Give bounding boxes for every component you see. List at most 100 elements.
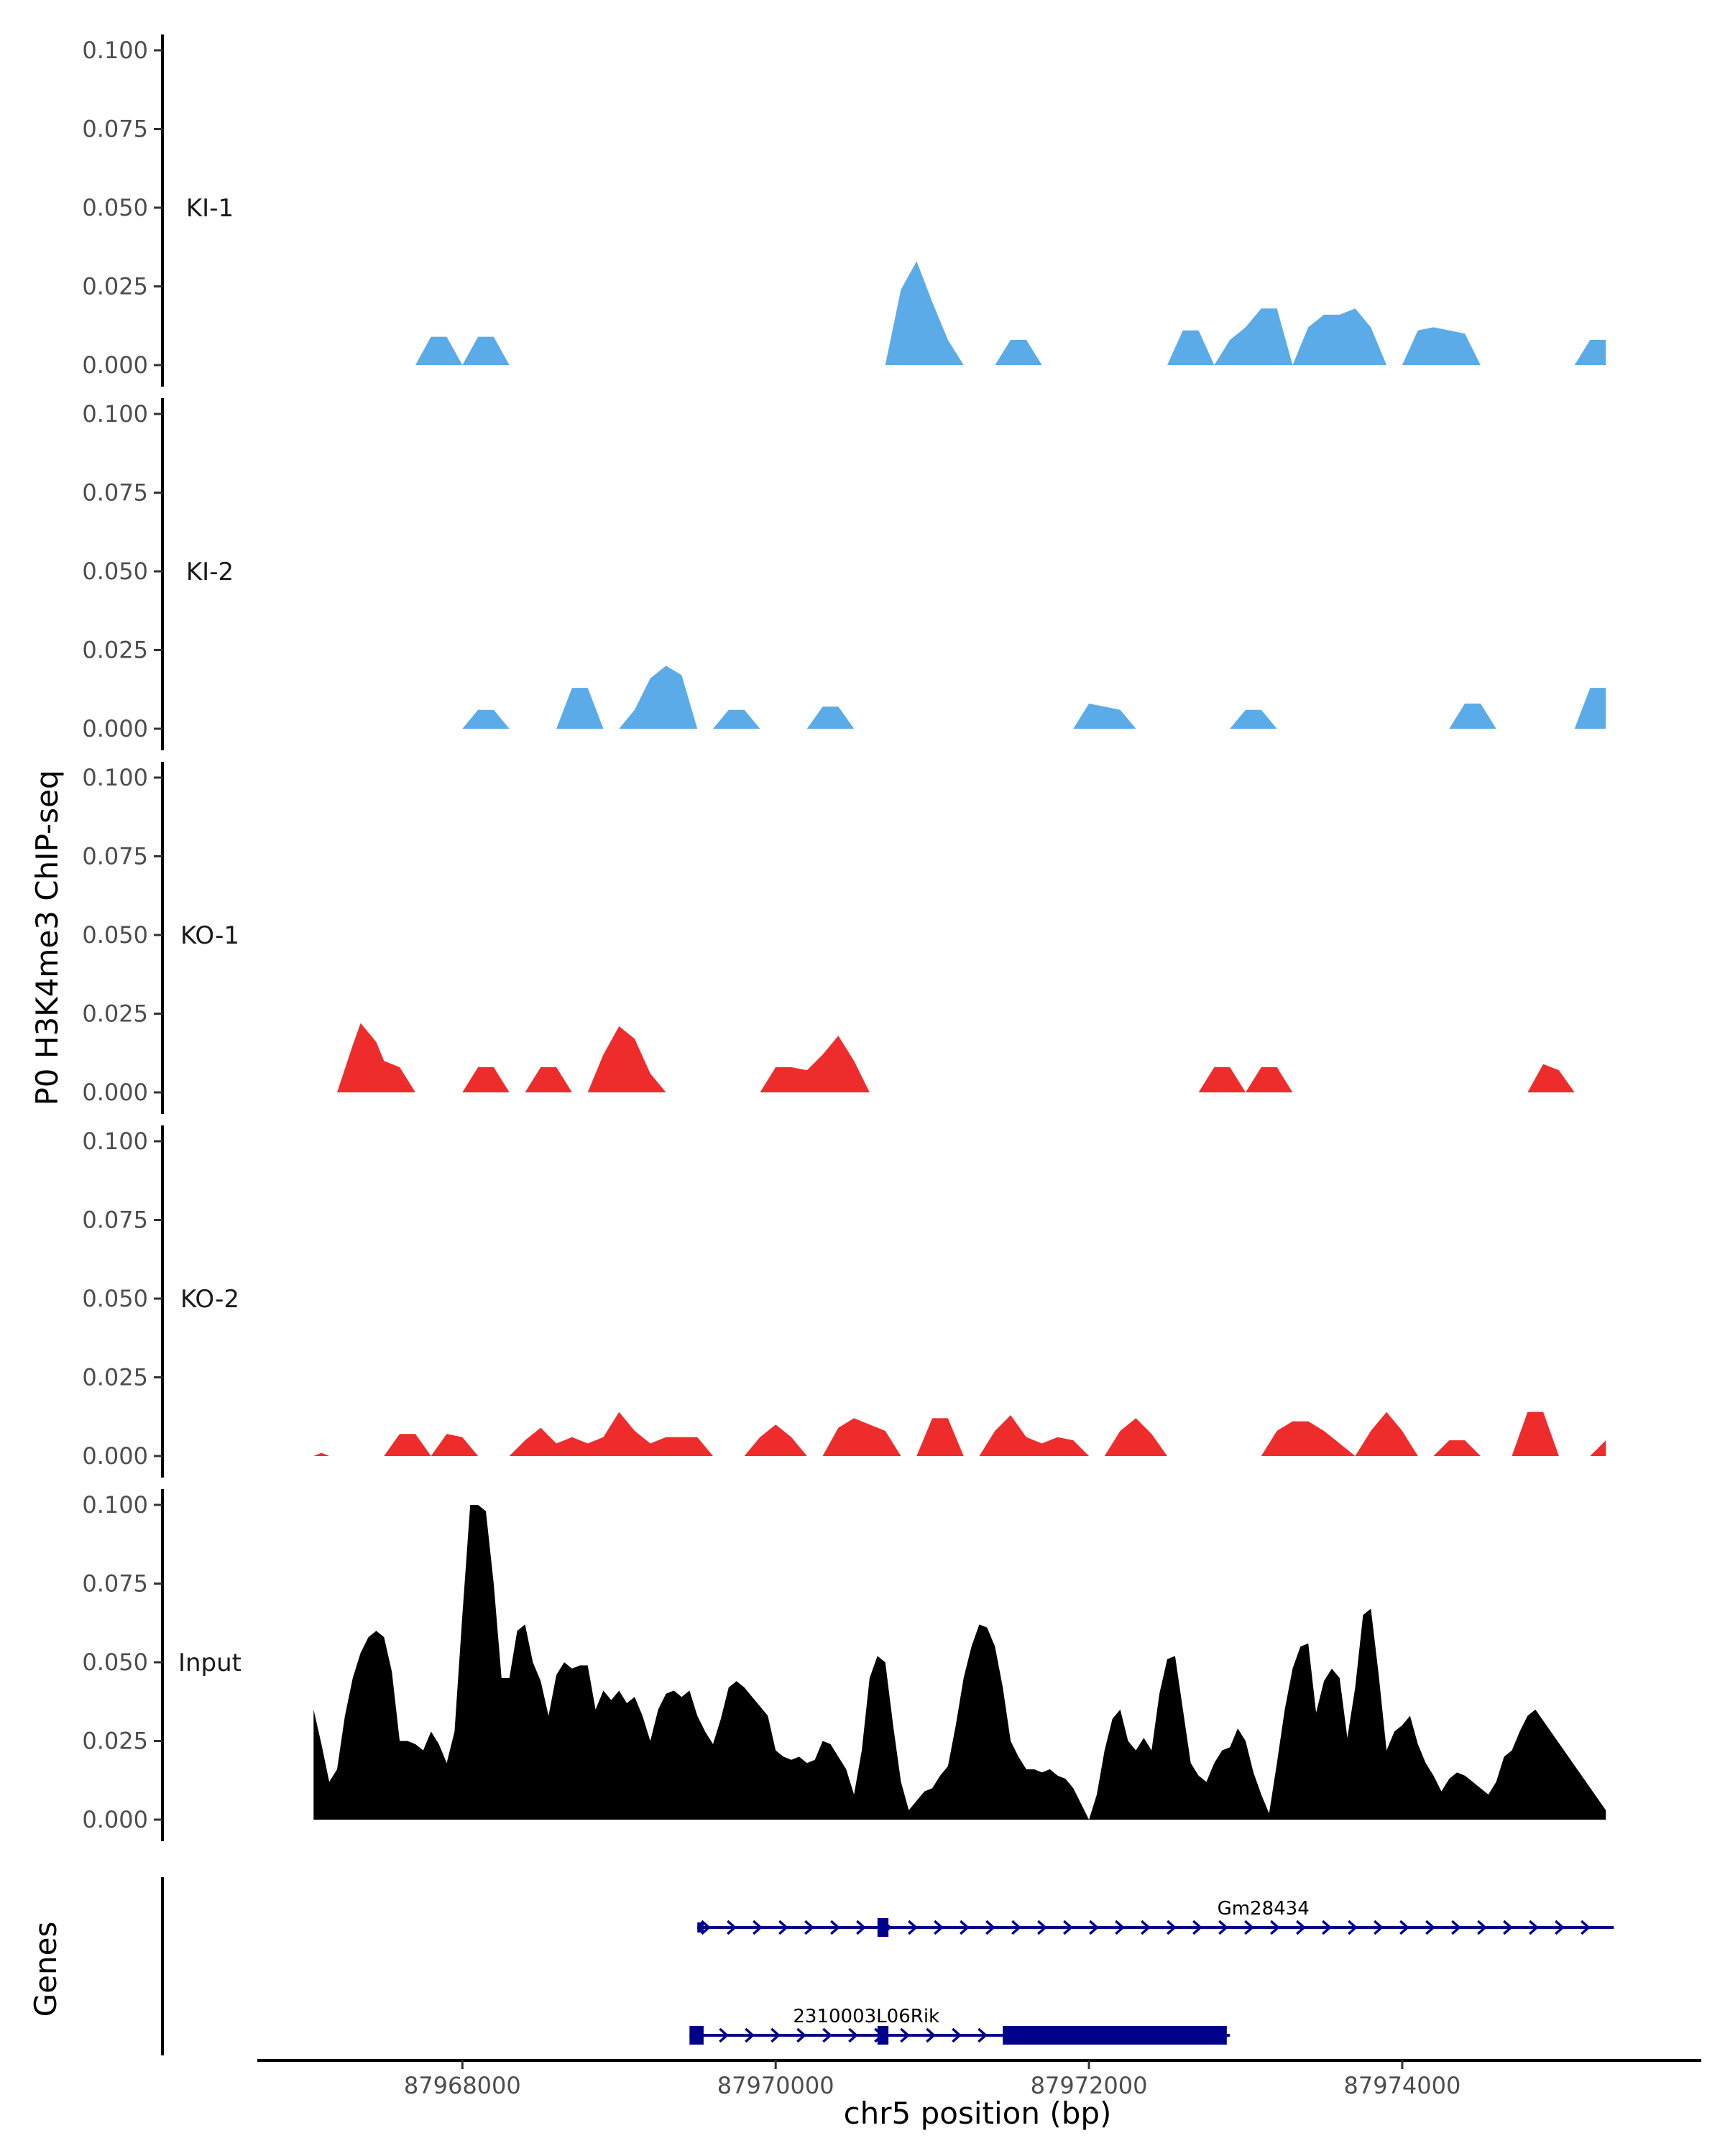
track-panel-ko-2: 0.000 0.025 0.050 0.075 0.100 KO-2: [82, 1125, 1606, 1478]
track-area-ki-2: [462, 665, 1606, 729]
y-tick-label: 0.050: [82, 1285, 148, 1312]
y-tick-label: 0.025: [82, 1364, 148, 1391]
track-panel-ki-2: 0.000 0.025 0.050 0.075 0.100 KI-2: [82, 398, 1606, 750]
strand-arrow: [822, 2027, 832, 2043]
strand-arrow: [1141, 1920, 1151, 1935]
strand-arrow: [1529, 1920, 1539, 1935]
strand-arrow: [1192, 1920, 1202, 1935]
x-tick-label: 87974000: [1343, 2072, 1460, 2099]
strand-arrow: [1451, 1920, 1461, 1935]
strand-arrow: [1218, 1920, 1228, 1935]
strand-arrow: [926, 2027, 936, 2043]
y-tick-label: 0.075: [82, 116, 148, 143]
y-axis-title: P0 H3K4me3 ChIP-seq: [29, 770, 65, 1105]
strand-arrow: [978, 2027, 988, 2043]
strand-arrow: [848, 2027, 858, 2043]
strand-arrow: [745, 2027, 755, 2043]
strand-arrow: [1296, 1920, 1306, 1935]
x-axis-title: chr5 position (bp): [844, 2096, 1112, 2131]
strand-arrow: [1348, 1920, 1358, 1935]
y-tick-label: 0.100: [82, 1128, 148, 1155]
y-tick-label: 0.025: [82, 1000, 148, 1028]
strand-arrow: [908, 1920, 918, 1935]
strand-arrow: [770, 2027, 781, 2043]
y-tick-label: 0.050: [82, 921, 148, 949]
y-tick-label: 0.100: [82, 1491, 148, 1519]
track-label: Input: [178, 1649, 242, 1677]
y-tick-label: 0.075: [82, 1207, 148, 1234]
strand-arrow: [1399, 1920, 1409, 1935]
gene-label: Gm28434: [1218, 1898, 1310, 1920]
track-label: KI-2: [186, 558, 234, 586]
exon-block: [877, 2026, 889, 2045]
gene-model: Gm28434: [697, 1898, 1614, 1937]
strand-arrow: [1011, 1920, 1021, 1935]
x-axis: 87968000 87970000 87972000 87974000: [257, 2059, 1701, 2099]
strand-arrow: [796, 2027, 806, 2043]
strand-arrow: [1089, 1920, 1099, 1935]
strand-arrow: [960, 1920, 970, 1935]
y-tick-label: 0.025: [82, 637, 148, 664]
strand-arrow: [1244, 1920, 1254, 1935]
track-area-input: [313, 1505, 1606, 1820]
strand-arrow: [900, 2027, 910, 2043]
strand-arrow: [1477, 1920, 1487, 1935]
strand-arrow: [1374, 1920, 1384, 1935]
strand-arrow: [985, 1920, 995, 1935]
strand-arrow: [727, 1920, 737, 1935]
y-tick-label: 0.000: [82, 351, 148, 379]
y-tick-label: 0.000: [82, 1079, 148, 1106]
strand-arrow: [701, 1920, 711, 1935]
strand-arrow: [1581, 1920, 1591, 1935]
exon-block: [877, 1918, 889, 1937]
strand-arrow: [856, 1920, 866, 1935]
strand-arrow: [1555, 1920, 1565, 1935]
strand-arrow: [1115, 1920, 1125, 1935]
strand-arrow: [753, 1920, 763, 1935]
track-label: KO-2: [180, 1285, 239, 1314]
track-panel-input: 0.000 0.025 0.050 0.075 0.100 Input: [82, 1489, 1606, 1841]
x-tick-label: 87972000: [1031, 2072, 1148, 2099]
y-tick-label: 0.025: [82, 1728, 148, 1755]
gene-label: 2310003L06Rik: [793, 2006, 939, 2027]
y-tick-label: 0.100: [82, 764, 148, 791]
y-tick-label: 0.100: [82, 37, 148, 64]
strand-arrow: [1322, 1920, 1332, 1935]
y-tick-label: 0.025: [82, 273, 148, 300]
strand-arrow: [804, 1920, 814, 1935]
track-area-ko-2: [313, 1411, 1606, 1456]
track-area-ko-1: [337, 1023, 1575, 1092]
track-panel-ko-1: 0.000 0.025 0.050 0.075 0.100 KO-1: [82, 762, 1575, 1114]
exon-block: [697, 1922, 704, 1932]
y-tick-label: 0.000: [82, 715, 148, 742]
y-tick-label: 0.075: [82, 1570, 148, 1598]
exon-block: [689, 2026, 704, 2045]
y-tick-label: 0.050: [82, 1649, 148, 1676]
track-panel-ki-1: 0.000 0.025 0.050 0.075 0.100 KI-1: [82, 34, 1606, 387]
strand-arrow: [830, 1920, 840, 1935]
y-tick-label: 0.000: [82, 1806, 148, 1833]
y-tick-label: 0.100: [82, 400, 148, 428]
y-tick-label: 0.075: [82, 843, 148, 870]
track-label: KO-1: [180, 921, 239, 950]
tracks-layer: 0.0000.0250.0500.0750.100KI-10.0000.0250…: [82, 34, 1606, 1841]
strand-arrow: [778, 1920, 788, 1935]
strand-arrow: [719, 2027, 729, 2043]
strand-arrow: [1167, 1920, 1177, 1935]
strand-arrow: [1425, 1920, 1435, 1935]
strand-arrow: [1270, 1920, 1280, 1935]
track-label: KI-1: [186, 194, 234, 223]
x-tick-label: 87968000: [404, 2072, 521, 2099]
y-tick-label: 0.075: [82, 479, 148, 507]
strand-arrow: [1037, 1920, 1047, 1935]
strand-arrow: [1503, 1920, 1513, 1935]
genes-panel-title: Genes: [28, 1922, 63, 2017]
y-tick-label: 0.050: [82, 194, 148, 221]
x-tick-label: 87970000: [717, 2072, 834, 2099]
y-tick-label: 0.000: [82, 1442, 148, 1470]
strand-arrow: [1063, 1920, 1073, 1935]
strand-arrow: [934, 1920, 944, 1935]
exon-block: [1003, 2026, 1227, 2045]
genes-panel: Gm28434 2310003L06Rik: [161, 1877, 1614, 2055]
